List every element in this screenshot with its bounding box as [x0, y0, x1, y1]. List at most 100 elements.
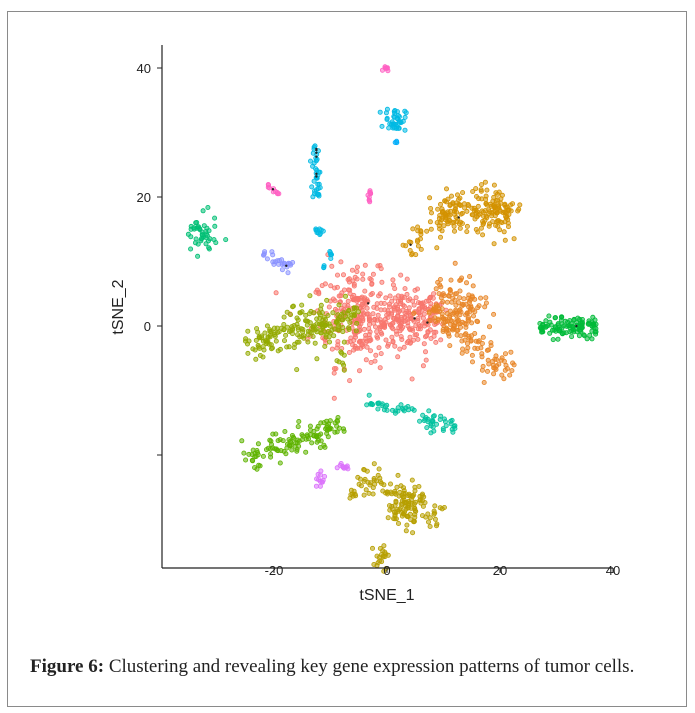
data-point — [555, 322, 561, 328]
data-point — [329, 263, 335, 269]
data-point — [261, 252, 267, 258]
data-point — [263, 341, 269, 347]
data-point — [345, 277, 351, 283]
data-point — [411, 519, 417, 525]
data-point — [590, 314, 596, 320]
data-point — [469, 352, 475, 358]
data-point — [314, 287, 320, 293]
data-point — [352, 343, 358, 349]
data-point — [546, 313, 552, 319]
data-point — [411, 407, 417, 413]
data-point — [410, 337, 416, 343]
data-point — [339, 290, 345, 296]
data-point — [394, 484, 400, 490]
data-point — [593, 331, 599, 337]
data-point — [358, 345, 364, 351]
data-point — [430, 418, 436, 424]
data-point — [335, 338, 341, 344]
data-point — [431, 307, 437, 313]
data-point — [314, 156, 320, 162]
data-point — [479, 208, 485, 214]
data-point — [362, 262, 368, 268]
data-point — [326, 339, 332, 345]
data-point — [393, 498, 399, 504]
data-point — [457, 295, 463, 301]
data-point — [475, 212, 481, 218]
data-point-dark — [426, 321, 429, 324]
data-point — [307, 423, 313, 429]
data-point — [338, 349, 344, 355]
data-point — [447, 208, 453, 214]
data-point — [448, 321, 454, 327]
data-point — [394, 138, 400, 144]
data-point — [281, 314, 287, 320]
data-point — [407, 296, 413, 302]
data-point — [243, 457, 249, 463]
data-point — [294, 440, 300, 446]
data-point — [378, 266, 384, 272]
caption-label: Figure 6: — [30, 656, 105, 677]
data-point — [379, 321, 385, 327]
data-point — [206, 245, 212, 251]
data-point — [427, 317, 433, 323]
data-point — [315, 186, 321, 192]
data-point — [371, 562, 377, 568]
data-point — [507, 372, 513, 378]
data-point — [363, 339, 369, 345]
data-point — [317, 232, 323, 238]
data-point — [545, 323, 551, 329]
data-point — [401, 344, 407, 350]
data-point — [338, 259, 344, 265]
data-point — [377, 324, 383, 330]
data-point — [288, 328, 294, 334]
data-point — [376, 466, 382, 472]
data-point — [386, 125, 392, 131]
data-point — [496, 361, 502, 367]
data-point — [491, 194, 497, 200]
data-point-dark — [285, 264, 288, 267]
data-point — [502, 351, 508, 357]
data-point — [450, 429, 456, 435]
data-point — [421, 311, 427, 317]
data-point — [212, 215, 218, 221]
data-point — [384, 491, 390, 497]
data-point — [289, 447, 295, 453]
data-point — [453, 302, 459, 308]
data-point — [345, 303, 351, 309]
data-point — [472, 330, 478, 336]
data-point — [433, 286, 439, 292]
data-point — [351, 305, 357, 311]
data-point — [433, 318, 439, 324]
data-point — [480, 334, 486, 340]
data-point — [290, 434, 296, 440]
data-point — [370, 311, 376, 317]
data-point — [565, 319, 571, 325]
data-point — [475, 346, 481, 352]
data-point — [464, 223, 470, 229]
data-point — [415, 336, 421, 342]
data-point — [265, 445, 271, 451]
data-point — [458, 333, 464, 339]
data-point — [430, 295, 436, 301]
data-point — [195, 253, 201, 259]
data-point — [355, 309, 361, 315]
data-point — [399, 316, 405, 322]
y-axis-title: tSNE_2 — [110, 279, 127, 334]
data-point — [351, 337, 357, 343]
data-point — [480, 363, 486, 369]
data-point — [360, 276, 366, 282]
data-point — [421, 341, 427, 347]
data-point — [328, 255, 334, 261]
data-point — [458, 211, 464, 217]
data-point — [199, 235, 205, 241]
x-tick-label: 20 — [493, 563, 507, 578]
data-point — [375, 406, 381, 412]
data-point — [385, 308, 391, 314]
data-point — [452, 297, 458, 303]
data-point — [387, 481, 393, 487]
x-tick-label: 0 — [383, 563, 390, 578]
data-point — [359, 294, 365, 300]
data-point — [264, 323, 270, 329]
data-point — [311, 310, 317, 316]
data-point — [311, 178, 317, 184]
